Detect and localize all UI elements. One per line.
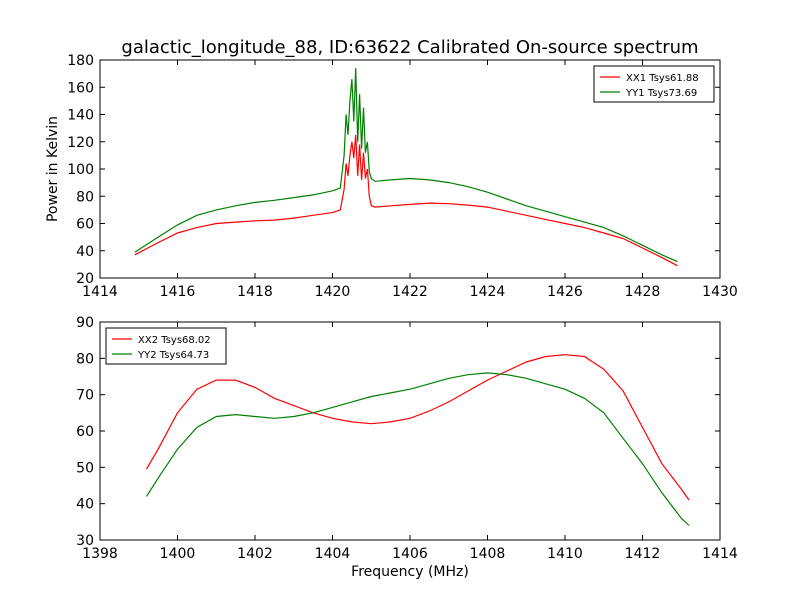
- x-axis-label: Frequency (MHz): [351, 564, 469, 580]
- y-tick-label: 20: [76, 271, 94, 287]
- bottom-spectrum-plot: 1398 1400 1402 1404 1406 1408 1410 1412 1414 30 40…: [76, 315, 738, 580]
- legend-box: [593, 65, 715, 103]
- y-tick-label: 60: [76, 217, 94, 233]
- x-tick-label: 1402: [237, 546, 273, 562]
- legend-label: XX2 Tsys68.02: [138, 335, 211, 346]
- x-tick-label: 1418: [237, 284, 273, 300]
- x-tick-label: 1400: [160, 546, 196, 562]
- top-plot-legend: XX1 Tsys61.88 YY1 Tsys73.69: [593, 65, 715, 103]
- bottom-plot-lines: [145, 354, 690, 526]
- y-tick-label: 40: [76, 244, 94, 260]
- y-tick-label: 180: [67, 53, 94, 69]
- bottom-plot-axis-labels: Frequency (MHz): [351, 564, 469, 580]
- top-spectrum-plot: 1414 1416 1418 1420 1422 1424 1426 1428 1430 20 40…: [45, 53, 738, 300]
- y-tick-label: 80: [76, 351, 94, 367]
- y-tick-label: 120: [67, 135, 94, 151]
- x-tick-label: 1420: [315, 284, 351, 300]
- y-tick-label: 70: [76, 388, 94, 404]
- x-tick-label: 1398: [82, 546, 118, 562]
- x-tick-label: 1404: [315, 546, 351, 562]
- y-tick-label: 160: [67, 80, 94, 96]
- legend-box: [105, 327, 227, 365]
- y-tick-label: 80: [76, 189, 94, 205]
- series-line-1-0: [145, 354, 690, 501]
- top-plot-lines: [134, 68, 678, 267]
- bottom-plot-legend: XX2 Tsys68.02 YY2 Tsys64.73: [105, 327, 227, 365]
- top-plot-axis-labels: Power in Kelvin: [45, 116, 61, 222]
- y-tick-label: 40: [76, 497, 94, 513]
- y-tick-label: 140: [67, 108, 94, 124]
- series-line-0-0: [134, 134, 678, 267]
- series-line-0-1: [134, 68, 678, 263]
- bottom-plot-ticks: 1398 1400 1402 1404 1406 1408 1410 1412 1414 30 40…: [76, 315, 738, 562]
- x-tick-label: 1430: [702, 284, 738, 300]
- x-tick-label: 1428: [625, 284, 661, 300]
- chart-title: galactic_longitude_88, ID:63622 Calibrat…: [121, 37, 698, 58]
- y-axis-label: Power in Kelvin: [45, 116, 61, 222]
- y-tick-label: 90: [76, 315, 94, 331]
- x-tick-label: 1410: [547, 546, 583, 562]
- x-tick-label: 1412: [625, 546, 661, 562]
- x-tick-label: 1424: [470, 284, 506, 300]
- y-tick-label: 30: [76, 533, 94, 549]
- y-tick-label: 60: [76, 424, 94, 440]
- x-tick-label: 1406: [392, 546, 428, 562]
- x-tick-label: 1422: [392, 284, 428, 300]
- series-line-1-1: [145, 372, 690, 526]
- legend-label: YY1 Tsys73.69: [625, 88, 697, 99]
- y-tick-label: 100: [67, 162, 94, 178]
- y-tick-label: 50: [76, 460, 94, 476]
- legend-label: XX1 Tsys61.88: [626, 73, 699, 84]
- top-plot-ticks: 1414 1416 1418 1420 1422 1424 1426 1428 1430 20 40…: [67, 53, 738, 300]
- legend-label: YY2 Tsys64.73: [137, 350, 209, 361]
- x-tick-label: 1408: [470, 546, 506, 562]
- x-tick-label: 1414: [82, 284, 118, 300]
- x-tick-label: 1416: [160, 284, 196, 300]
- x-tick-label: 1414: [702, 546, 738, 562]
- x-tick-label: 1426: [547, 284, 583, 300]
